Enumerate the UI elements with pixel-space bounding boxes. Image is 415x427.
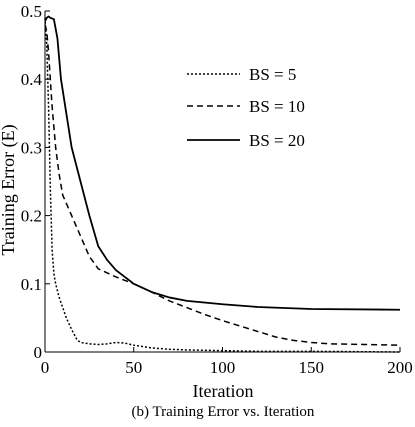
y-tick-label: 0.2 (21, 207, 42, 226)
legend-label-bs5: BS = 5 (249, 65, 296, 84)
y-tick-label: 0.1 (21, 275, 42, 294)
legend-label-bs10: BS = 10 (249, 97, 305, 116)
x-tick-label: 0 (41, 358, 50, 377)
series-lines (44, 15, 401, 353)
x-tick-label: 50 (125, 358, 142, 377)
y-tick-label: 0.5 (21, 2, 42, 21)
series-line-bs10 (44, 24, 401, 346)
y-tick-label: 0.3 (21, 138, 42, 157)
x-tick-label: 200 (387, 358, 413, 377)
legend-label-bs20: BS = 20 (249, 131, 305, 150)
series-line-bs20 (44, 15, 401, 311)
legend: BS = 5 BS = 10 BS = 20 (187, 65, 305, 150)
x-axis-title: Iteration (193, 381, 254, 401)
y-axis-ticks: 0 0.1 0.2 0.3 0.4 0.5 (21, 2, 50, 362)
y-tick-label: 0.4 (21, 70, 43, 89)
y-tick-label: 0 (34, 343, 43, 362)
x-tick-label: 100 (210, 358, 236, 377)
y-axis-title: Training Error (E) (0, 124, 19, 255)
series-line-bs5 (44, 17, 401, 353)
x-tick-label: 150 (299, 358, 325, 377)
figure-caption: (b) Training Error vs. Iteration (132, 404, 315, 420)
